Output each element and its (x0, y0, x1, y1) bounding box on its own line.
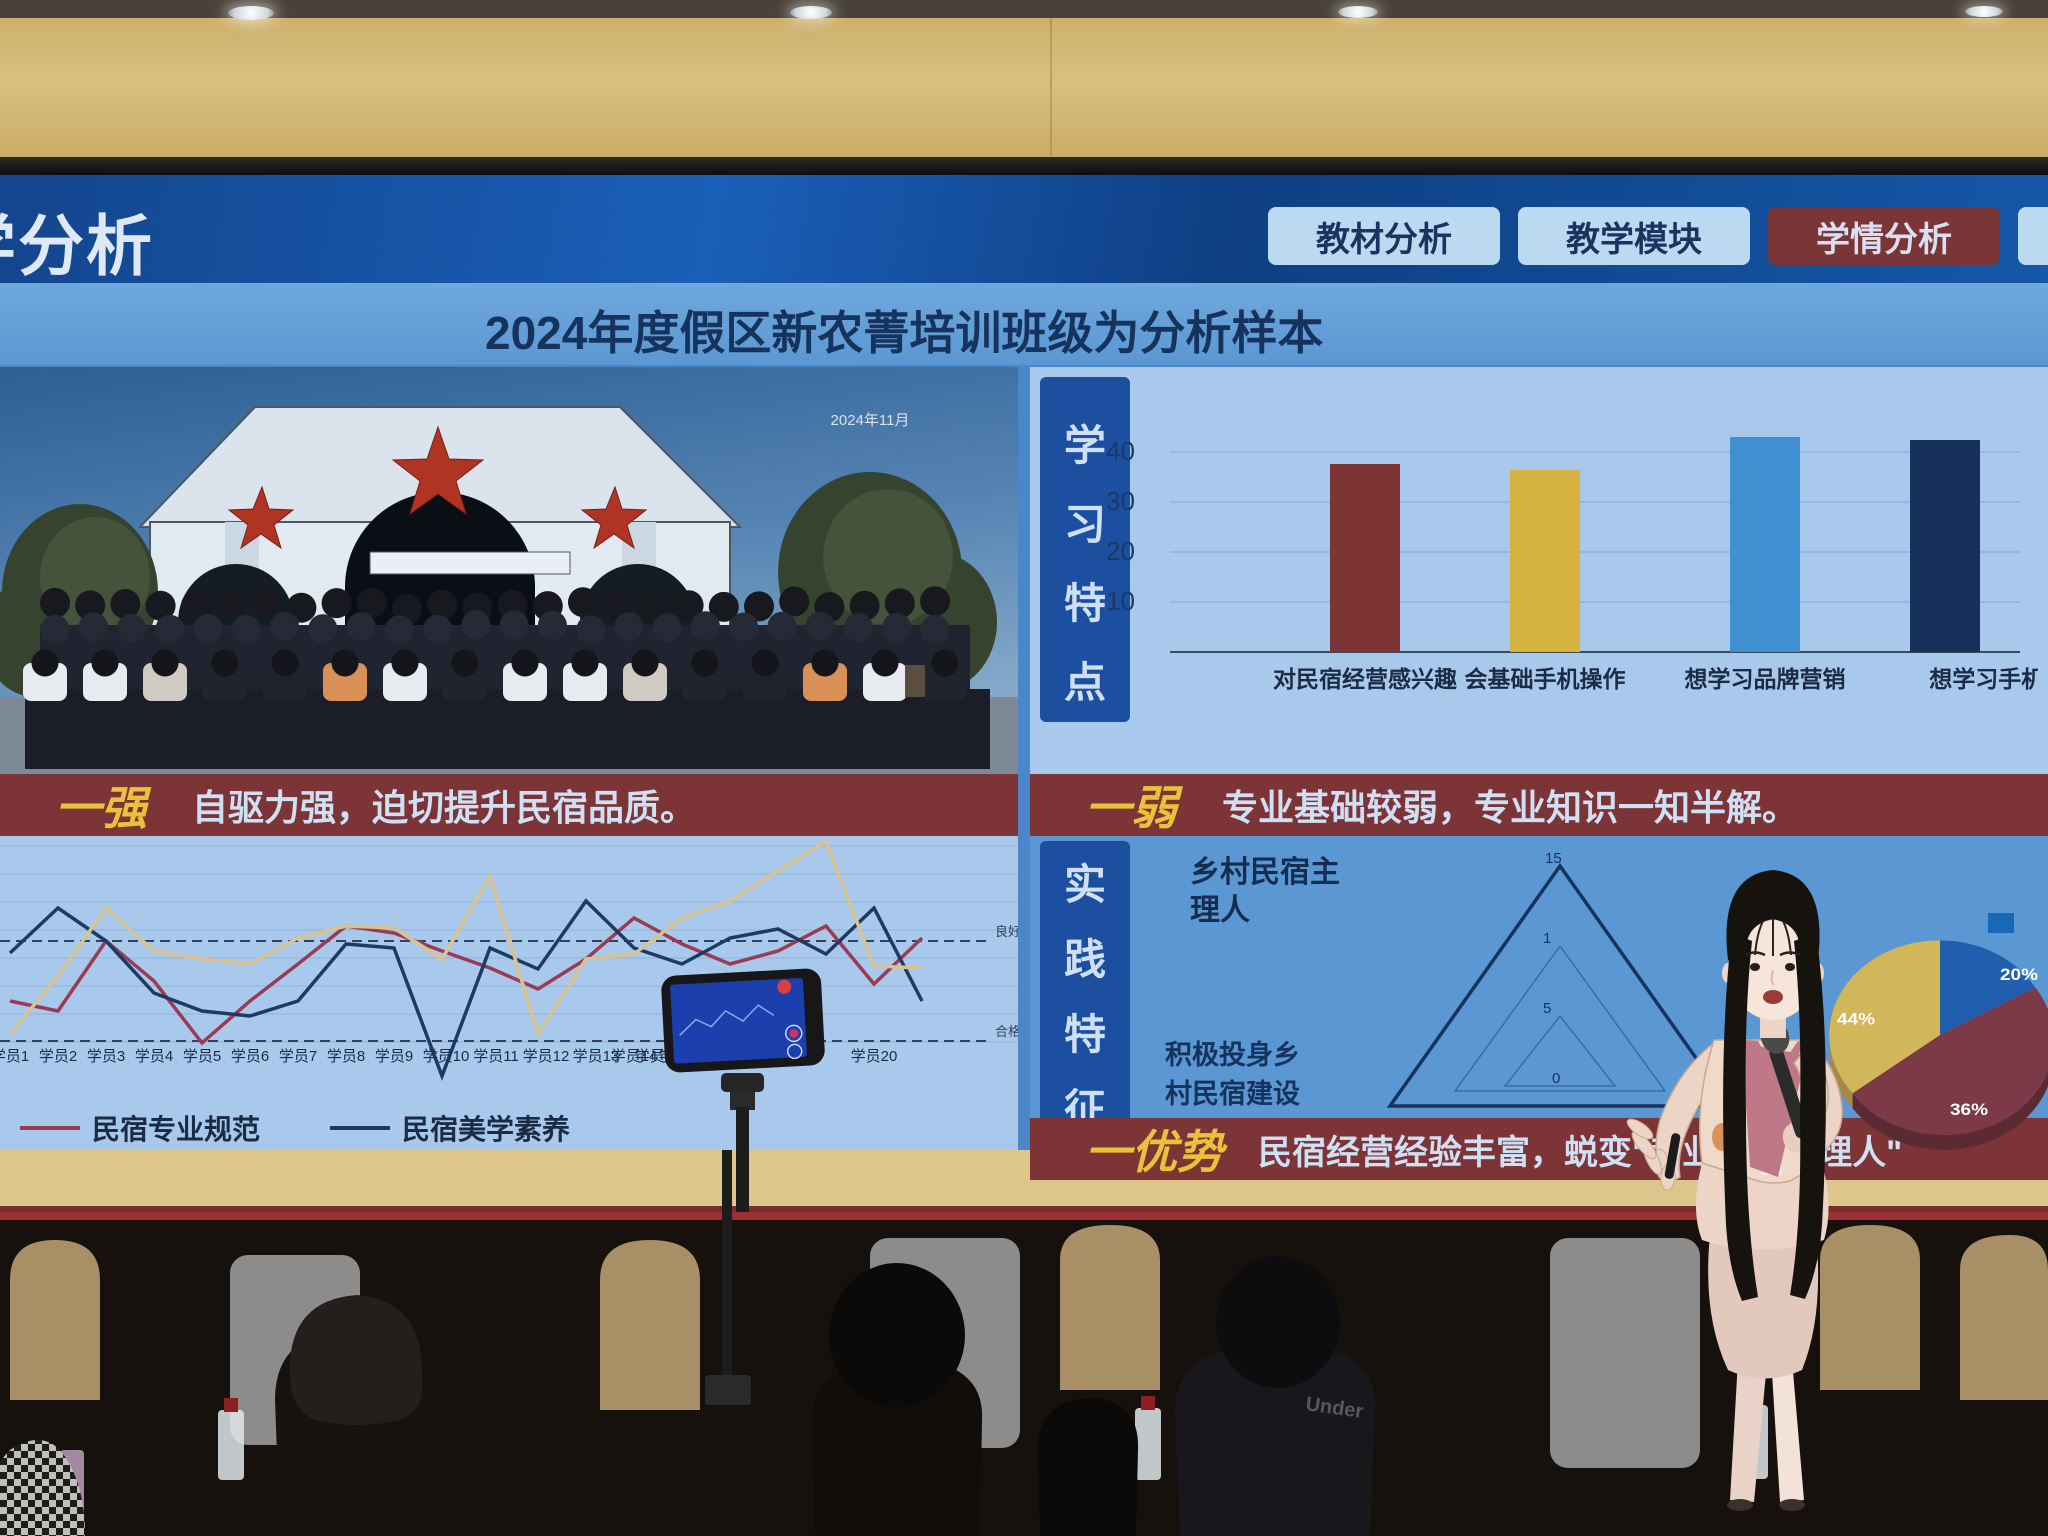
svg-text:学员2: 学员2 (39, 1048, 77, 1065)
svg-text:2024年11月: 2024年11月 (831, 412, 910, 429)
svg-text:学员11: 学员11 (473, 1048, 519, 1065)
svg-text:想学习品牌营销: 想学习品牌营销 (1685, 666, 1846, 692)
svg-text:40: 40 (1106, 436, 1135, 466)
svg-text:学员8: 学员8 (327, 1048, 365, 1065)
svg-text:学员10: 学员10 (423, 1048, 470, 1065)
svg-text:学员5: 学员5 (183, 1048, 221, 1065)
svg-text:学员6: 学员6 (231, 1048, 269, 1065)
svg-text:会基础手机操作: 会基础手机操作 (1465, 666, 1626, 692)
svg-text:学员7: 学员7 (279, 1048, 317, 1065)
svg-text:学员4: 学员4 (135, 1048, 173, 1065)
svg-text:学员9: 学员9 (375, 1048, 413, 1065)
svg-text:良好线: 良好线 (995, 924, 1018, 939)
svg-text:36%: 36% (1950, 1100, 1988, 1118)
svg-text:20%: 20% (2000, 965, 2038, 983)
svg-text:0: 0 (1552, 1070, 1560, 1087)
svg-text:合格线: 合格线 (995, 1024, 1018, 1039)
svg-text:15: 15 (1545, 851, 1562, 867)
svg-text:30: 30 (1106, 486, 1135, 516)
svg-text:5: 5 (1543, 1000, 1551, 1017)
svg-text:学员12: 学员12 (523, 1048, 570, 1065)
svg-text:学员3: 学员3 (87, 1048, 125, 1065)
svg-text:1: 1 (1543, 930, 1551, 947)
svg-text:20: 20 (1106, 536, 1135, 566)
svg-text:想学习手机A: 想学习手机A (1929, 666, 2038, 692)
svg-text:10: 10 (1106, 586, 1135, 616)
svg-text:学员20: 学员20 (851, 1048, 898, 1065)
svg-text:学员1: 学员1 (0, 1048, 29, 1065)
svg-text:对民宿经营感兴趣: 对民宿经营感兴趣 (1273, 666, 1458, 692)
